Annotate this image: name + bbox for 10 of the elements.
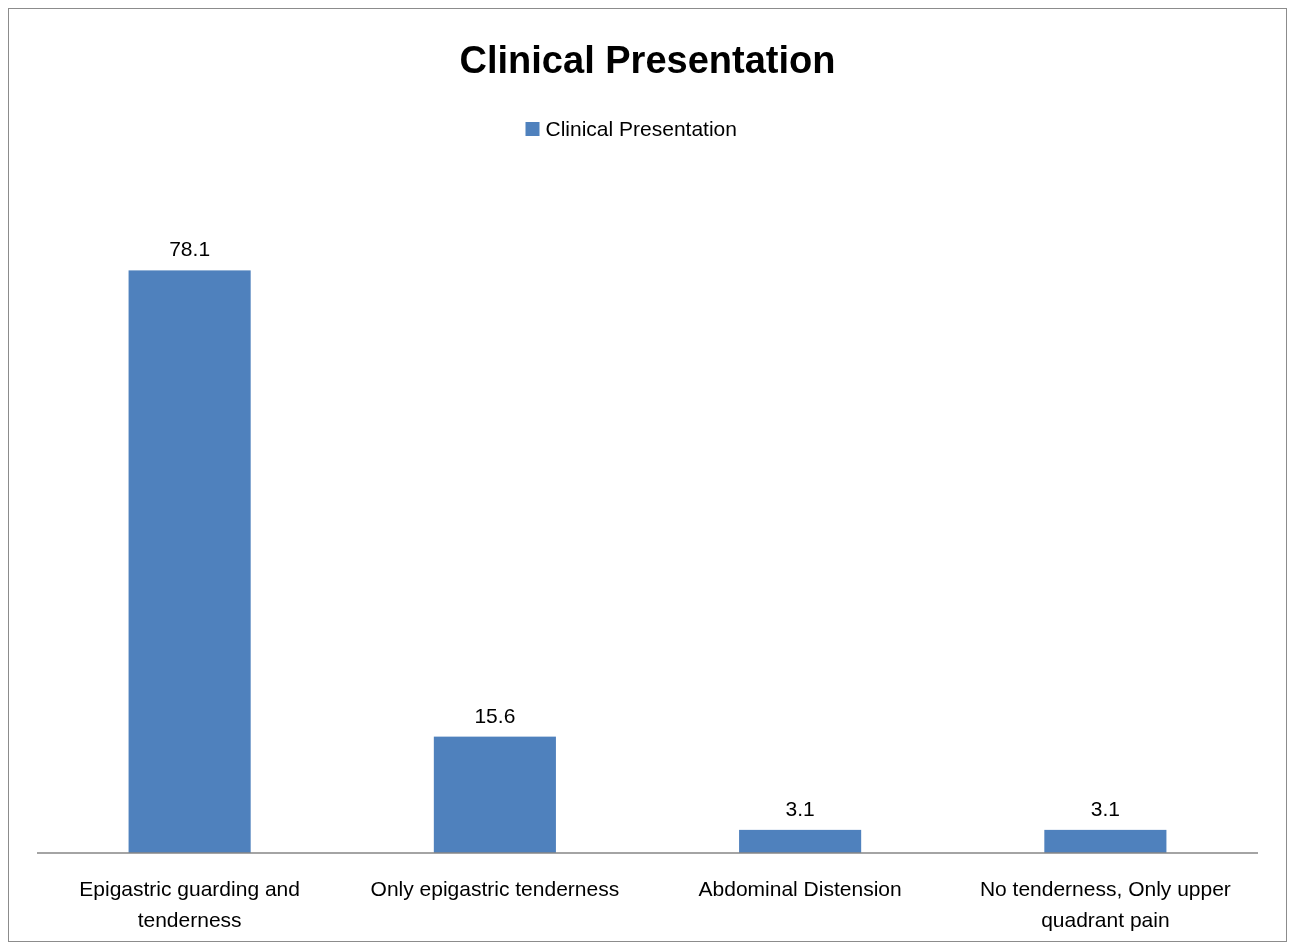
data-label: 15.6 bbox=[474, 703, 516, 727]
x-tick-label: No tenderness, Only upper quadrant pain bbox=[979, 877, 1231, 931]
x-tick-label: Epigastric guarding and tenderness bbox=[79, 877, 300, 931]
legend-label: Clinical Presentation bbox=[545, 117, 737, 140]
data-label: 3.1 bbox=[785, 796, 815, 820]
data-label: 3.1 bbox=[1090, 796, 1120, 820]
x-tick-label: Abdominal Distension bbox=[698, 877, 902, 900]
x-tick-label: Only epigastric tenderness bbox=[370, 877, 620, 900]
data-label: 78.1 bbox=[169, 237, 211, 261]
chart-title: Clinical Presentation bbox=[459, 39, 836, 81]
